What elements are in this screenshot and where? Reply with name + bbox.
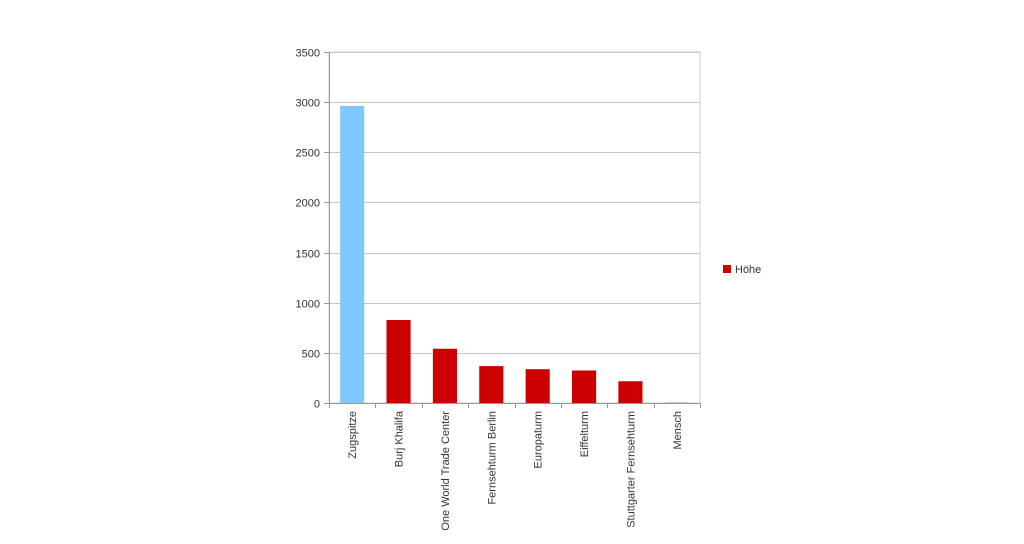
bar — [572, 371, 596, 403]
bars — [340, 106, 689, 403]
y-tick-label: 3000 — [296, 98, 320, 110]
bar — [526, 369, 550, 403]
y-tick-label: 1500 — [296, 249, 320, 261]
plot-area-border — [329, 52, 700, 403]
y-tick-label: 500 — [302, 349, 320, 361]
bar — [387, 320, 411, 403]
x-tick-label: Europaturm — [533, 411, 545, 468]
y-tick-label: 1000 — [296, 299, 320, 311]
axes — [324, 52, 701, 408]
x-tick-label: Zugspitze — [347, 411, 359, 459]
bar — [340, 106, 364, 403]
y-tick-label: 2000 — [296, 198, 320, 210]
legend-swatch — [723, 265, 731, 273]
legend-label: Höhe — [735, 264, 761, 276]
x-tick-label: Mensch — [672, 411, 684, 450]
legend: Höhe — [723, 264, 761, 276]
x-tick-label: Burj Khalifa — [394, 410, 406, 467]
x-tick-label: Eiffelturm — [579, 411, 591, 457]
x-axis-ticks: Zugspitze Burj Khalifa One World Trade Cen… — [347, 410, 684, 531]
x-tick-label: Fernsehturm Berlin — [486, 411, 498, 505]
x-tick-label: One World Trade Center — [440, 411, 452, 531]
y-tick-label: 2500 — [296, 148, 320, 160]
y-axis-ticks: 0 500 1000 1500 2000 2500 3000 3500 — [296, 48, 320, 411]
y-tick-label: 3500 — [296, 48, 320, 60]
y-tick-label: 0 — [314, 399, 320, 411]
x-tick-label: Stuttgarter Fernsehturm — [625, 411, 637, 528]
bar — [618, 381, 642, 403]
bar — [433, 349, 457, 403]
gridlines — [329, 52, 700, 404]
bar — [479, 366, 503, 403]
